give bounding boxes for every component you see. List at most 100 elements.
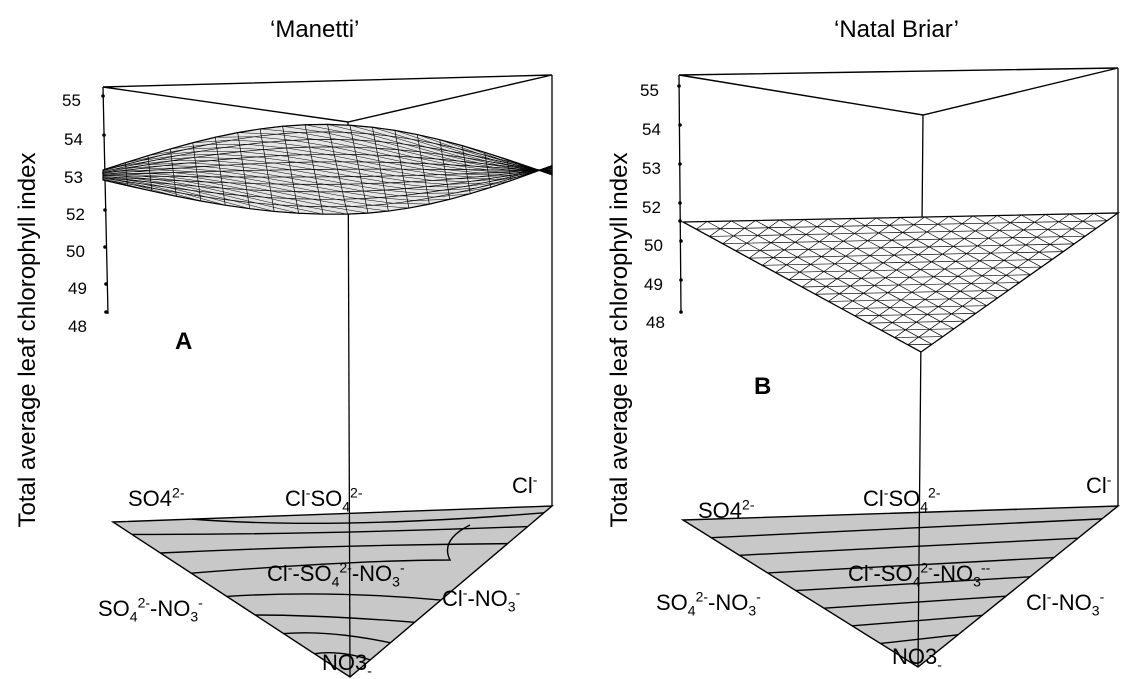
z-tick-mark: [101, 94, 105, 98]
mesh-diagonal: [507, 159, 545, 173]
mesh-line: [828, 297, 998, 302]
ternary-base: [110, 505, 554, 678]
mesh-line: [854, 313, 976, 317]
mesh-line: [907, 343, 932, 346]
mesh-diagonal: [118, 157, 532, 188]
vertex-label-no3: NO3-: [892, 644, 942, 673]
mesh-diagonal: [215, 136, 553, 174]
z-tick-label: 55: [62, 91, 81, 110]
contour-line: [255, 614, 415, 623]
edge-label-cl-no3: Cl--NO3-: [1026, 588, 1105, 619]
mesh-diagonal: [111, 180, 152, 192]
contour-line: [131, 525, 528, 536]
edge-label-cl-so4: Cl-SO42-: [863, 484, 941, 515]
z-tick-label: 48: [646, 313, 665, 332]
mesh-diagonal: [119, 180, 201, 202]
edge-label-cl-no3: Cl--NO3-: [442, 584, 521, 615]
mesh-diagonal: [102, 153, 553, 185]
z-tick-mark: [679, 278, 683, 282]
contour-line: [767, 556, 1055, 574]
panel-letter: B: [754, 373, 772, 400]
mesh-diagonal: [126, 173, 368, 214]
mesh-line: [706, 221, 933, 345]
mesh-line: [801, 217, 901, 288]
contour-line: [852, 614, 983, 627]
z-tick-label: 53: [64, 168, 83, 187]
y-axis-label: Total average leaf chlorophyll index: [606, 152, 633, 528]
mesh-diagonal: [260, 128, 524, 172]
ternary-base: [680, 505, 1121, 668]
mesh-line: [854, 215, 998, 317]
chart-canvas-manetti: [101, 74, 554, 678]
mesh-line: [696, 221, 708, 230]
mesh-diagonal: [118, 175, 324, 215]
z-tick-label: 52: [66, 205, 85, 224]
mesh-line: [722, 220, 756, 244]
z-tick-label: 48: [68, 317, 87, 336]
mesh-diagonal: [192, 139, 532, 176]
mesh-line: [775, 266, 1042, 273]
chart-panel-natal-briar: ‘Natal Briar’ Total average leaf chlorop…: [566, 0, 1126, 679]
mesh-line: [894, 213, 1070, 338]
contour-line: [823, 595, 1007, 609]
mesh-diagonal: [133, 160, 512, 191]
mesh-diagonal: [126, 179, 250, 209]
contour-line: [160, 542, 508, 554]
z-tick-mark: [677, 84, 681, 88]
mesh-line: [1045, 214, 1086, 237]
z-tick-label: 53: [642, 159, 661, 178]
mesh-diagonal: [102, 174, 348, 215]
mesh-line: [1093, 213, 1108, 222]
mesh-diagonal: [110, 176, 275, 212]
mesh-diagonal: [134, 178, 299, 214]
contour-line: [283, 632, 391, 644]
mesh-diagonal: [125, 150, 539, 182]
vertex-label-so4: SO42-: [128, 484, 185, 511]
mesh-diagonal: [102, 167, 450, 201]
z-tick-mark: [678, 123, 682, 127]
mesh-diagonal: [462, 145, 538, 171]
mesh-diagonal: [110, 162, 491, 194]
z-tick-label: 54: [642, 120, 661, 139]
chart-panel-manetti: ‘Manetti’ Total average leaf chlorophyll…: [0, 0, 560, 679]
edge-label-cl-so4: Cl-SO42-: [285, 484, 363, 515]
vertex-label-cl: Cl-: [512, 471, 538, 498]
mesh-diagonal: [135, 184, 177, 197]
mesh-diagonal: [417, 134, 531, 169]
center-label-cl-so4-no3: Cl--SO42--NO3--: [848, 559, 991, 590]
edge-label-so4-no3: SO42--NO3-: [656, 588, 761, 619]
mesh-diagonal: [118, 169, 430, 205]
box-front-edge: [917, 114, 924, 668]
mesh-diagonal: [147, 147, 525, 180]
vertex-label-so4: SO42-: [698, 496, 755, 523]
mesh-line: [948, 216, 1042, 268]
mesh-line: [881, 214, 1046, 331]
z-tick-label: 50: [66, 242, 85, 261]
z-tick-mark: [678, 219, 682, 223]
contour-line: [880, 634, 959, 645]
z-tick-mark: [679, 310, 683, 314]
mesh-diagonal: [327, 124, 553, 171]
mesh-line: [851, 218, 998, 299]
mesh-line: [996, 215, 1064, 252]
mesh-line: [748, 219, 805, 259]
contour-line: [314, 652, 371, 661]
mesh-line: [907, 213, 1095, 346]
mesh-line: [696, 220, 1108, 230]
z-axis-line: [102, 86, 109, 315]
center-label-cl-so4-no3: Cl--SO42--NO3-: [267, 559, 405, 590]
mesh-line: [775, 218, 853, 273]
y-axis-label: Total average leaf chlorophyll index: [14, 152, 41, 528]
mesh-line: [749, 251, 1064, 259]
z-tick-mark: [103, 245, 107, 249]
contour-line: [711, 518, 1103, 539]
z-axis-line: [678, 74, 682, 313]
chart-canvas-natal-briar: [677, 67, 1121, 668]
mesh-diagonal: [134, 171, 409, 209]
z-tick-label: 49: [68, 279, 87, 298]
mesh-diagonal: [372, 126, 524, 169]
contour-line: [191, 524, 471, 574]
mesh-line: [801, 282, 1020, 288]
z-tick-mark: [102, 133, 106, 137]
z-tick-label: 54: [64, 130, 83, 149]
